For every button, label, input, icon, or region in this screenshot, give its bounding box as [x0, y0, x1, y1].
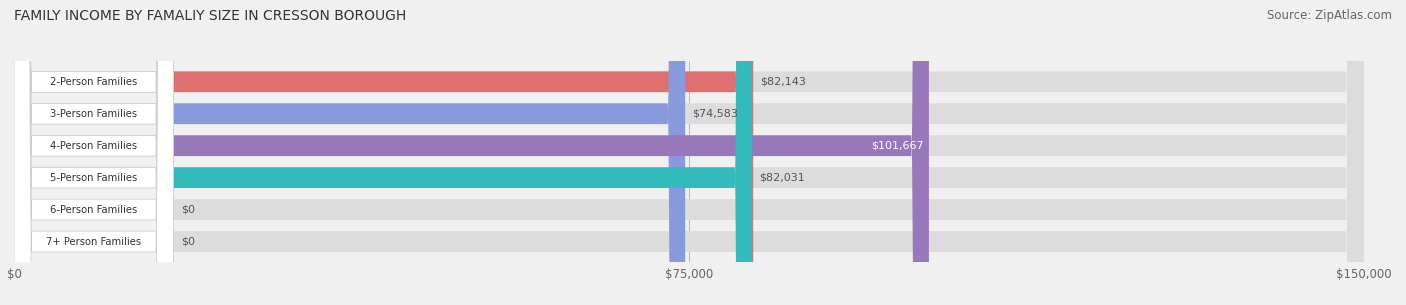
- FancyBboxPatch shape: [14, 0, 1364, 305]
- FancyBboxPatch shape: [14, 0, 173, 305]
- Text: $0: $0: [181, 205, 195, 215]
- Text: $82,031: $82,031: [759, 173, 804, 183]
- FancyBboxPatch shape: [14, 0, 173, 305]
- Text: FAMILY INCOME BY FAMALIY SIZE IN CRESSON BOROUGH: FAMILY INCOME BY FAMALIY SIZE IN CRESSON…: [14, 9, 406, 23]
- FancyBboxPatch shape: [14, 0, 173, 305]
- Text: 3-Person Families: 3-Person Families: [51, 109, 138, 119]
- Text: $82,143: $82,143: [761, 77, 806, 87]
- FancyBboxPatch shape: [14, 0, 173, 305]
- FancyBboxPatch shape: [14, 0, 1364, 305]
- FancyBboxPatch shape: [14, 0, 1364, 305]
- Text: 2-Person Families: 2-Person Families: [51, 77, 138, 87]
- FancyBboxPatch shape: [14, 0, 173, 305]
- FancyBboxPatch shape: [14, 0, 1364, 305]
- Text: 5-Person Families: 5-Person Families: [51, 173, 138, 183]
- Text: $0: $0: [181, 237, 195, 246]
- FancyBboxPatch shape: [14, 0, 754, 305]
- FancyBboxPatch shape: [14, 0, 1364, 305]
- FancyBboxPatch shape: [14, 0, 1364, 305]
- Text: $101,667: $101,667: [870, 141, 924, 151]
- Text: 6-Person Families: 6-Person Families: [51, 205, 138, 215]
- Text: Source: ZipAtlas.com: Source: ZipAtlas.com: [1267, 9, 1392, 22]
- FancyBboxPatch shape: [14, 0, 929, 305]
- Text: $74,583: $74,583: [692, 109, 738, 119]
- FancyBboxPatch shape: [14, 0, 752, 305]
- Text: 4-Person Families: 4-Person Families: [51, 141, 138, 151]
- FancyBboxPatch shape: [14, 0, 173, 305]
- FancyBboxPatch shape: [14, 0, 685, 305]
- Text: 7+ Person Families: 7+ Person Families: [46, 237, 141, 246]
